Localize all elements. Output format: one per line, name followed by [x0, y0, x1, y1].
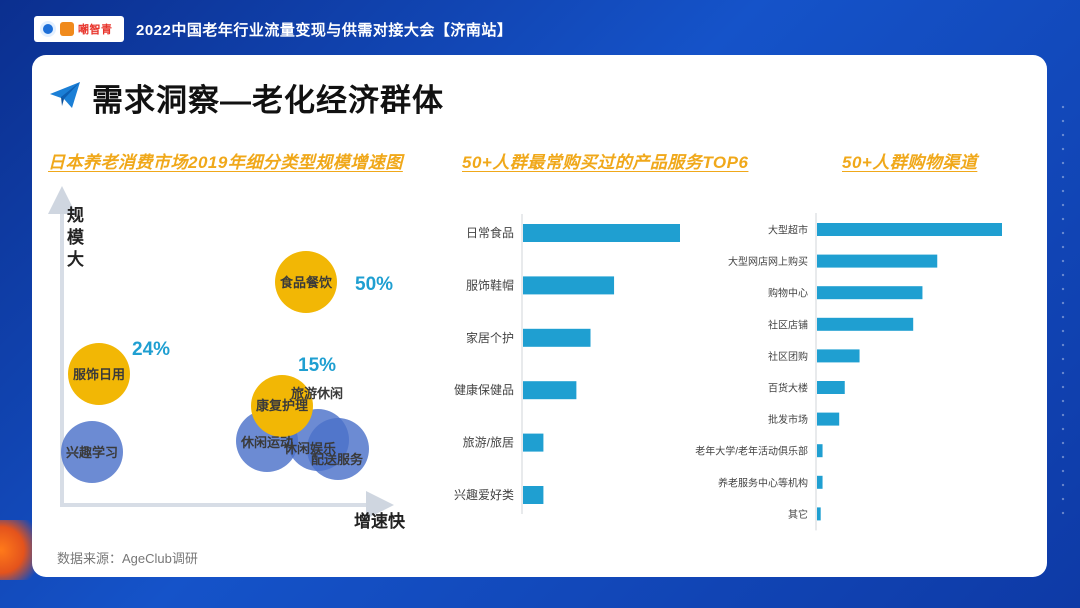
paper-plane-icon	[50, 82, 80, 108]
bar-大型超市	[817, 223, 1002, 236]
bar-家居个护	[523, 328, 591, 347]
bar-label-家居个护: 家居个护	[466, 330, 514, 345]
bar-label-批发市场: 批发市场	[768, 413, 808, 426]
bubble-label-配送服务: 配送服务	[311, 452, 364, 467]
bubble-pct-服饰日用: 24%	[132, 339, 170, 360]
bar-label-社区店铺: 社区店铺	[768, 318, 808, 331]
top6-chart-title: 50+人群最常购买过的产品服务TOP6	[462, 153, 749, 172]
bubble-label-康复护理: 康复护理	[256, 398, 308, 413]
bar-兴趣爱好类	[523, 486, 544, 504]
bar-label-大型网店网上购买: 大型网店网上购买	[728, 255, 808, 268]
bar-服饰鞋帽	[523, 276, 615, 295]
bubble-label-旅游休闲: 旅游休闲	[291, 386, 343, 401]
conference-title: 2022中国老年行业流量变现与供需对接大会【济南站】	[136, 22, 513, 39]
y-axis-label-1: 规	[67, 206, 84, 225]
x-axis-label: 增速快	[354, 511, 406, 531]
bubble-label-食品餐饮: 食品餐饮	[280, 275, 333, 290]
dot-pattern-decoration	[1056, 100, 1070, 520]
bar-健康保健品	[523, 381, 577, 400]
bar-日常食品	[523, 224, 680, 242]
bar-label-社区团购: 社区团购	[768, 350, 808, 363]
bar-label-购物中心: 购物中心	[768, 287, 808, 300]
bar-label-老年大学/老年活动俱乐部: 老年大学/老年活动俱乐部	[695, 445, 808, 458]
bubble-食品餐饮	[275, 251, 337, 313]
channel-chart-title: 50+人群购物渠道	[842, 153, 978, 172]
y-axis-label-2: 模	[67, 227, 85, 247]
bar-label-百货大楼: 百货大楼	[768, 382, 808, 395]
bubble-label-服饰日用: 服饰日用	[73, 367, 125, 382]
logo-globe-icon	[40, 21, 56, 37]
bar-批发市场	[817, 412, 840, 426]
y-axis-label-3: 大	[67, 249, 84, 269]
bubble-pct-食品餐饮: 50%	[355, 274, 393, 295]
bubble-chart-title: 日本养老消费市场2019年细分类型规模增速图	[48, 153, 403, 172]
bar-label-兴趣爱好类: 兴趣爱好类	[454, 487, 514, 502]
bar-养老服务中心等机构	[817, 475, 823, 489]
bubble-康复护理	[251, 375, 313, 437]
bar-label-大型超市: 大型超市	[768, 224, 808, 237]
logo-square-icon	[60, 22, 74, 36]
brand-logo: 嘲智青	[34, 16, 124, 42]
bubble-服饰日用	[68, 343, 130, 405]
data-source-note: 数据来源：AgeClub调研	[57, 551, 198, 566]
bar-大型网店网上购买	[817, 254, 938, 268]
bar-旅游/旅居	[523, 433, 544, 452]
bar-老年大学/老年活动俱乐部	[817, 444, 823, 458]
bar-label-健康保健品: 健康保健品	[454, 382, 514, 397]
bar-label-养老服务中心等机构: 养老服务中心等机构	[718, 476, 808, 489]
bubble-label-休闲娱乐: 休闲娱乐	[283, 441, 336, 456]
bubble-pct-康复护理: 15%	[298, 355, 336, 376]
logo-text: 嘲智青	[78, 24, 113, 36]
bar-社区店铺	[817, 317, 914, 331]
bar-label-旅游/旅居: 旅游/旅居	[463, 436, 514, 450]
bar-社区团购	[817, 349, 860, 363]
bar-购物中心	[817, 286, 923, 300]
page-heading: 需求洞察—老化经济群体	[92, 83, 444, 118]
bubble-label-兴趣学习: 兴趣学习	[66, 445, 118, 460]
bar-label-日常食品: 日常食品	[466, 225, 514, 240]
bar-label-服饰鞋帽: 服饰鞋帽	[466, 277, 514, 292]
bar-百货大楼	[817, 381, 845, 394]
top-banner: 嘲智青 2022中国老年行业流量变现与供需对接大会【济南站】	[0, 0, 1080, 58]
bubble-兴趣学习	[61, 421, 123, 483]
bar-其它	[817, 507, 821, 521]
bubble-label-休闲运动: 休闲运动	[240, 435, 293, 450]
bar-label-其它: 其它	[788, 508, 808, 521]
